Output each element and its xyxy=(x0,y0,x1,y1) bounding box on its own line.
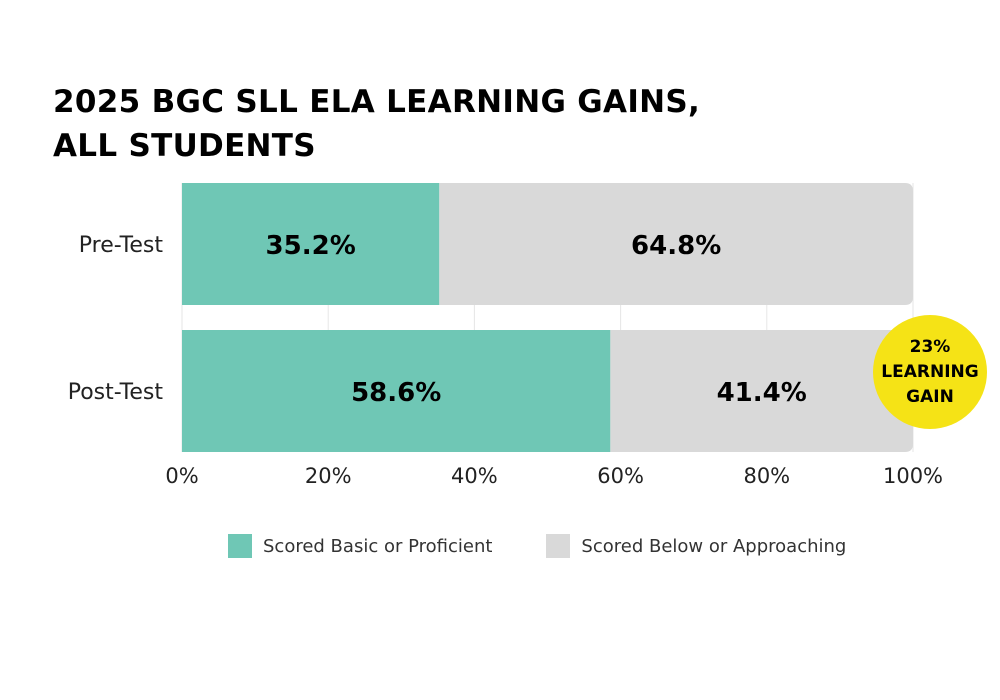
chart-title: 2025 BGC SLL ELA LEARNING GAINS, ALL STU… xyxy=(53,80,853,168)
x-tick-label-100: 100% xyxy=(883,464,943,488)
data-label-pre-test-scored-below-or-approaching: 64.8% xyxy=(631,231,721,261)
learning-gain-badge-line-1: 23% xyxy=(910,337,951,357)
bar-pre-test-scored-basic-or-proficient xyxy=(182,183,440,305)
data-label-post-test-scored-basic-or-proficient: 58.6% xyxy=(351,378,441,408)
legend-item-basic-proficient: Scored Basic or Proficient xyxy=(228,534,492,558)
data-label-post-test-scored-below-or-approaching: 41.4% xyxy=(717,378,807,408)
category-label-pre-test: Pre-Test xyxy=(79,233,164,258)
x-tick-label-0: 0% xyxy=(165,464,198,488)
legend-label-below-approaching: Scored Below or Approaching xyxy=(581,535,847,557)
data-label-pre-test-scored-basic-or-proficient: 35.2% xyxy=(266,231,356,261)
learning-gain-badge-line-2: LEARNING xyxy=(881,362,978,382)
legend-item-below-approaching: Scored Below or Approaching xyxy=(546,534,846,558)
bar-pre-test-scored-below-or-approaching xyxy=(439,183,913,305)
x-tick-label-60: 60% xyxy=(597,464,644,488)
learning-gain-badge xyxy=(873,315,987,429)
chart-title-line-1: 2025 BGC SLL ELA LEARNING GAINS, xyxy=(53,84,701,120)
legend-swatch-below-approaching xyxy=(546,534,571,558)
learning-gain-badge-line-3: GAIN xyxy=(906,387,954,407)
legend: Scored Basic or Proficient Scored Below … xyxy=(228,534,846,558)
legend-swatch-basic-proficient xyxy=(228,534,252,558)
bar-post-test-scored-below-or-approaching xyxy=(610,330,913,452)
legend-label-basic-proficient: Scored Basic or Proficient xyxy=(263,535,493,557)
x-tick-label-40: 40% xyxy=(451,464,498,488)
bar-post-test-scored-basic-or-proficient xyxy=(182,330,611,452)
category-label-post-test: Post-Test xyxy=(68,380,164,405)
chart-title-line-2: ALL STUDENTS xyxy=(53,128,316,164)
x-tick-label-20: 20% xyxy=(305,464,352,488)
x-tick-label-80: 80% xyxy=(743,464,790,488)
